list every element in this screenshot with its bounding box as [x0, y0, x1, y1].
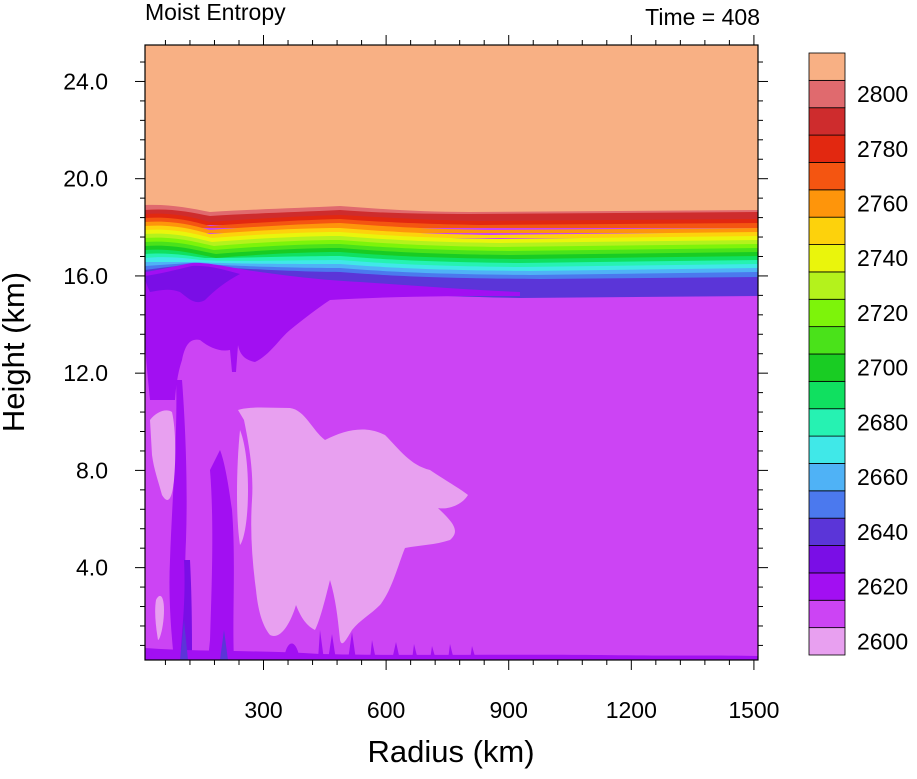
- axis-tick-labels: 300 600 900 1200 1500 4.0 8.0 12.0 16.0 20.0 24.0: [63, 68, 779, 723]
- colorbar-label: 2680: [857, 409, 908, 435]
- colorbar-label: 2660: [857, 464, 908, 490]
- colorbar-swatch: [808, 79, 846, 109]
- colorbar: [808, 52, 846, 656]
- colorbar-labels: 2600 2620 2640 2660 2680 2700 2720 2740 2760 2780…: [857, 81, 908, 654]
- colorbar-swatch: [808, 244, 846, 273]
- colorbar-label: 2600: [857, 628, 908, 654]
- colorbar-label: 2760: [857, 191, 908, 217]
- chart-title-left: Moist Entropy: [145, 0, 286, 25]
- colorbar-label: 2620: [857, 574, 908, 600]
- x-tick-label: 300: [244, 697, 282, 723]
- colorbar-swatch: [808, 216, 846, 245]
- mid-level-minimum-main: [238, 407, 468, 644]
- colorbar-swatch: [808, 599, 846, 629]
- colorbar-swatch: [808, 490, 846, 519]
- x-tick-label: 600: [367, 697, 405, 723]
- colorbar-swatch: [808, 380, 846, 410]
- axis-ticks: [135, 35, 768, 670]
- colorbar-swatch: [808, 107, 846, 136]
- colorbar-label: 2740: [857, 245, 908, 271]
- colorbar-swatch: [808, 435, 846, 464]
- colorbar-swatch: [808, 517, 846, 546]
- y-tick-label: 24.0: [63, 68, 108, 94]
- colorbar-label: 2700: [857, 355, 908, 381]
- y-tick-label: 12.0: [63, 360, 108, 386]
- core-column: [145, 262, 520, 400]
- updraft-strand-b: [208, 450, 234, 660]
- colorbar-swatch: [808, 326, 846, 355]
- colorbar-swatch: [808, 52, 846, 81]
- x-tick-label: 1200: [606, 697, 657, 723]
- colorbar-swatch: [808, 298, 846, 328]
- surface-bumps: [150, 630, 476, 660]
- y-tick-label: 16.0: [63, 263, 108, 289]
- mid-level-minimum-left: [150, 410, 176, 500]
- surface-dark-streak: [180, 620, 228, 660]
- colorbar-swatch: [808, 408, 846, 437]
- chart-title-right: Time = 408: [645, 4, 760, 30]
- y-tick-label: 4.0: [76, 555, 108, 581]
- colorbar-label: 2780: [857, 136, 908, 162]
- colorbar-swatch: [808, 627, 846, 656]
- colorbar-swatch: [808, 353, 846, 382]
- colorbar-swatch: [808, 572, 846, 601]
- colorbar-swatch: [808, 134, 846, 163]
- upper-layer-band: [145, 45, 758, 215]
- colorbar-label: 2800: [857, 81, 908, 107]
- plot-frame: [144, 44, 759, 661]
- colorbar-swatch: [808, 189, 846, 218]
- mid-level-minimum-strand: [237, 430, 248, 545]
- colorbar-swatch: [808, 545, 846, 574]
- colorbar-swatch: [808, 271, 846, 300]
- core-column-inner: [145, 265, 240, 303]
- x-axis-label: Radius (km): [367, 734, 534, 769]
- colorbar-label: 2640: [857, 519, 908, 545]
- y-axis-label: Height (km): [0, 272, 31, 432]
- colorbar-swatch: [808, 162, 846, 191]
- colorbar-swatch: [808, 463, 846, 492]
- updraft-strand-a: [169, 380, 188, 660]
- y-tick-label: 8.0: [76, 457, 108, 483]
- colorbar-label: 2720: [857, 300, 908, 326]
- contour-field: [145, 45, 758, 660]
- x-tick-label: 900: [490, 697, 528, 723]
- x-tick-label: 1500: [728, 697, 779, 723]
- mid-level-minimum-low: [155, 595, 164, 640]
- y-tick-label: 20.0: [63, 166, 108, 192]
